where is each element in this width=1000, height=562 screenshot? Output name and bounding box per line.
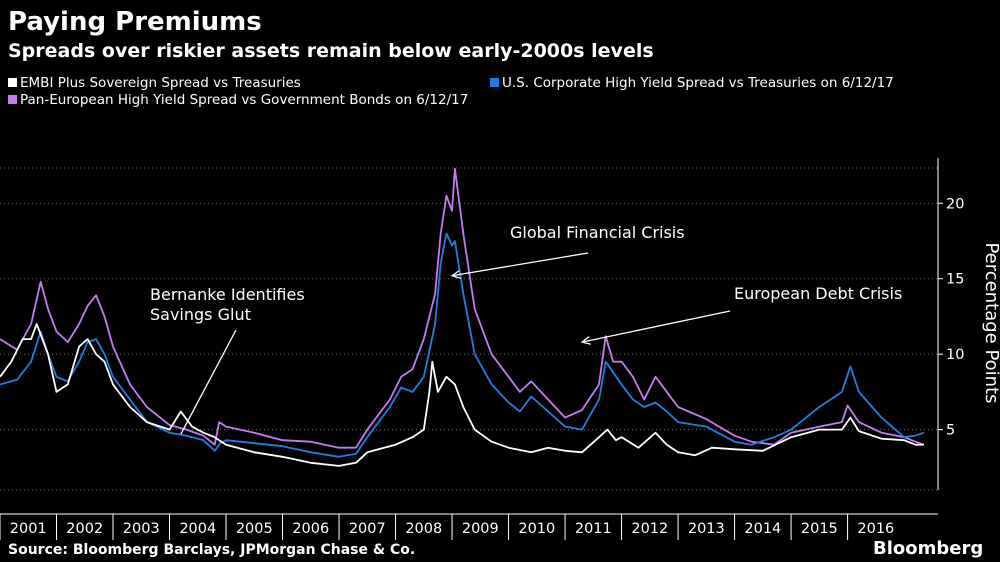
x-tick-label-2007: 2007 [349,521,386,537]
x-tick-label-2012: 2012 [631,521,668,537]
legend: EMBI Plus Sovereign Spread vs Treasuries… [8,75,894,108]
x-axis: 2001 2002 2003 2004 2005 2006 2007 2008 2009 2010… [0,514,894,540]
annotation-line-0 [451,252,589,277]
annotations: Global Financial Crisis European Debt Cri… [150,223,902,435]
y-axis: 5 10 15 20 [938,196,964,439]
x-tick-label-2003: 2003 [123,521,160,537]
series-lines [0,167,925,467]
grid [0,167,938,491]
brand-logo: Bloomberg [873,538,983,559]
x-tick-label-2004: 2004 [179,521,216,537]
x-tick-label-2013: 2013 [688,521,725,537]
legend-swatch-us-hy [490,78,499,87]
y-tick-label-5: 5 [946,423,955,439]
x-tick-label-2009: 2009 [462,521,499,537]
annotation-text-0-0: Global Financial Crisis [510,223,685,242]
y-tick-label-10: 10 [946,347,964,363]
y-axis-label: Percentage Points [981,242,1000,403]
y-tick-label-20: 20 [946,196,964,212]
x-tick-label-2008: 2008 [405,521,442,537]
x-tick-label-2014: 2014 [744,521,781,537]
annotation-text-2-0: Bernanke Identifies [150,285,305,304]
chart-title: Paying Premiums [8,7,262,37]
series-line-1 [0,232,925,458]
annotation-line-1 [581,310,731,343]
legend-label-pan-eu: Pan-European High Yield Spread vs Govern… [20,92,468,108]
x-tick-label-2011: 2011 [575,521,612,537]
x-tick-label-2016: 2016 [857,521,894,537]
x-tick-label-2015: 2015 [801,521,838,537]
annotation-text-1-0: European Debt Crisis [734,284,902,303]
chart-subtitle: Spreads over riskier assets remain below… [8,40,654,62]
annotation-text-2-1: Savings Glut [150,305,251,324]
x-tick-label-2005: 2005 [236,521,273,537]
legend-label-embi: EMBI Plus Sovereign Spread vs Treasuries [20,75,301,91]
y-tick-label-15: 15 [946,272,964,288]
annotation-arrowhead-0 [450,269,461,279]
legend-swatch-embi [8,78,17,87]
series-line-0 [0,167,925,449]
source-note: Source: Bloomberg Barclays, JPMorgan Cha… [8,542,415,558]
x-tick-label-2010: 2010 [518,521,555,537]
x-tick-label-2006: 2006 [292,521,329,537]
legend-swatch-pan-eu [8,95,17,104]
x-tick-label-2001: 2001 [10,521,47,537]
legend-label-us-hy: U.S. Corporate High Yield Spread vs Trea… [502,75,894,91]
series-line-2 [0,323,924,467]
x-tick-label-2002: 2002 [66,521,103,537]
annotation-arrowhead-1 [580,336,591,345]
annotation-line-2 [180,329,237,435]
